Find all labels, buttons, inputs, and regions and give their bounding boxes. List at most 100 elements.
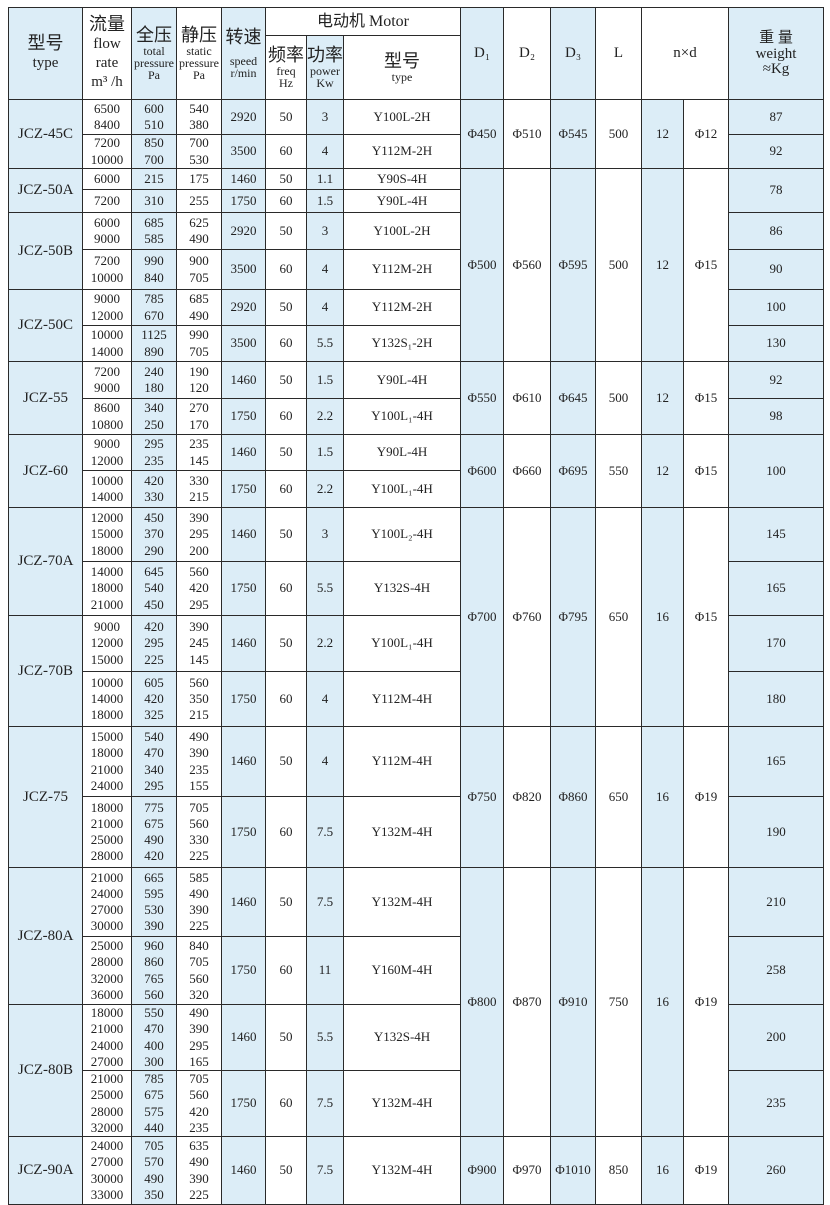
l-value: 550	[595, 434, 643, 508]
d2-value: Φ610	[503, 361, 552, 435]
header-weight: 重 量 weight ≈Kg	[728, 7, 825, 100]
frequency: 50	[265, 507, 307, 562]
n-value: 16	[641, 1136, 685, 1205]
d2-value: Φ820	[503, 726, 552, 868]
static-pressure: 255	[176, 189, 222, 213]
d1-value: Φ600	[460, 434, 505, 508]
total-pressure: 785 675 575 440	[131, 1070, 177, 1137]
d3-value: Φ795	[550, 507, 597, 727]
power: 11	[306, 936, 344, 1005]
d1-value: Φ700	[460, 507, 505, 727]
motor-model: Y132M-4H	[342, 1070, 462, 1137]
d3-value: Φ695	[550, 434, 597, 508]
model-type: JCZ-60	[8, 434, 83, 508]
static-pressure: 560 420 295	[176, 561, 222, 616]
table-row: 21000 25000 28000 32000 785 675 575 440 70…	[9, 1070, 825, 1137]
weight: 258	[728, 936, 825, 1005]
header-freq: 频率 freq Hz	[265, 35, 307, 100]
speed: 1750	[221, 1070, 266, 1137]
power: 5.5	[306, 325, 344, 362]
table-row: JCZ-45C 6500 8400 600 510 540 380 2920 50 3 Y10…	[8, 99, 825, 169]
model-type: JCZ-50C	[8, 289, 83, 362]
static-pressure: 175	[176, 168, 222, 190]
flow-rate: 7200	[82, 189, 132, 213]
model-en: type	[391, 70, 413, 85]
static-pressure: 490 390 295 165	[176, 1004, 222, 1071]
table-row: 10000 14000 420 330 330 215 1750 60 2.2 Y100L₁…	[9, 470, 824, 508]
speed: 2920	[221, 212, 266, 250]
table-row: JCZ-50A 6000 215 175 1460 50 1.1 Y90S-4H Φ500 Φ56…	[8, 168, 825, 362]
model-type: JCZ-70A	[8, 507, 83, 616]
table-row: 25000 28000 32000 36000 960 860 765 560 84…	[9, 936, 825, 1005]
flow-rate: 7200 10000	[82, 249, 132, 290]
d1-value: Φ450	[460, 99, 505, 169]
speed: 2920	[221, 289, 266, 326]
model-type: JCZ-90A	[8, 1136, 83, 1205]
frequency: 50	[265, 1004, 307, 1071]
model-type: JCZ-55	[8, 361, 83, 435]
power-unit: Kw	[316, 76, 334, 91]
d3-value: Φ595	[550, 168, 597, 362]
weight: 92	[728, 134, 825, 169]
n-value: 12	[641, 361, 685, 435]
l-value: 650	[595, 726, 643, 868]
speed: 3500	[221, 134, 266, 169]
weight: 165	[728, 561, 825, 616]
d1-value: Φ900	[460, 1136, 505, 1205]
motor-model: Y100L₁-4H	[342, 398, 462, 435]
flow-rate: 21000 24000 27000 30000	[82, 867, 132, 937]
frequency: 50	[265, 615, 307, 672]
total-pressure: 295 235	[131, 434, 177, 471]
static-unit: Pa	[193, 68, 205, 83]
n-value: 12	[641, 434, 685, 508]
motor-model: Y112M-2H	[342, 249, 462, 290]
static-pressure: 635 490 390 225	[176, 1136, 222, 1205]
speed: 1460	[221, 867, 266, 937]
weight: 100	[728, 434, 825, 508]
static-pressure: 700 530	[176, 134, 222, 169]
speed: 1460	[221, 507, 266, 562]
weight: 130	[728, 325, 825, 362]
model-cn: 型号	[384, 50, 420, 71]
weight: 190	[728, 796, 825, 868]
frequency: 50	[265, 361, 307, 399]
speed: 1750	[221, 470, 266, 508]
total-pressure: 540 470 340 295	[131, 726, 177, 797]
power: 1.5	[306, 361, 344, 399]
d-value: Φ15	[683, 434, 730, 508]
speed: 1750	[221, 189, 266, 213]
static-pressure: 990 705	[176, 325, 222, 362]
header-d2: D₂	[503, 7, 552, 100]
speed: 3500	[221, 325, 266, 362]
table-body: JCZ-45C 6500 8400 600 510 540 380 2920 50 3 Y10…	[8, 99, 825, 1205]
flow-rate: 6000	[82, 168, 132, 190]
d-value: Φ19	[683, 867, 730, 1137]
weight: 90	[728, 249, 825, 290]
speed: 3500	[221, 249, 266, 290]
frequency: 50	[265, 99, 307, 135]
power: 2.2	[306, 398, 344, 435]
type-en: type	[32, 55, 59, 72]
power-cn: 功率	[307, 44, 343, 65]
speed-cn: 转速	[225, 26, 262, 47]
power: 7.5	[306, 1136, 344, 1205]
total-pressure: 450 370 290	[131, 507, 177, 562]
model-type: JCZ-50B	[8, 212, 83, 290]
table-row: JCZ-70B 9000 12000 15000 420 295 225 390 24…	[8, 615, 825, 727]
table-row: 7200 10000 850 700 700 530 3500 60 4 Y112M-2H 9…	[9, 134, 825, 169]
flow-rate: 8600 10800	[82, 398, 132, 435]
weight: 165	[728, 726, 825, 797]
motor-model: Y112M-4H	[342, 671, 462, 727]
motor-model: Y132S-4H	[342, 1004, 462, 1071]
motor-model: Y90L-4H	[342, 189, 462, 213]
n-value: 16	[641, 507, 685, 727]
l-value: 500	[595, 361, 643, 435]
static-pressure: 585 490 390 225	[176, 867, 222, 937]
power: 4	[306, 289, 344, 326]
d2-value: Φ870	[503, 867, 552, 1137]
frequency: 50	[265, 168, 307, 190]
weight: 86	[728, 212, 825, 250]
speed: 1750	[221, 936, 266, 1005]
speed: 1750	[221, 796, 266, 868]
model-type: JCZ-70B	[8, 615, 83, 727]
